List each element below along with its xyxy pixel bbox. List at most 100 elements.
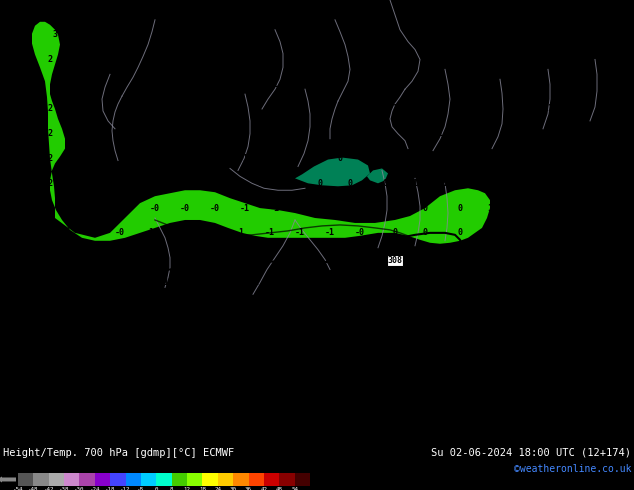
Text: 1: 1	[377, 129, 382, 138]
Text: -30: -30	[74, 487, 85, 490]
Text: 1: 1	[307, 154, 313, 163]
Text: 1: 1	[522, 80, 527, 89]
Text: -8: -8	[138, 487, 145, 490]
Text: 1: 1	[612, 154, 618, 163]
Bar	[126, 473, 141, 486]
Text: 2: 2	[53, 80, 58, 89]
Bar	[95, 473, 110, 486]
Text: -2: -2	[285, 377, 295, 386]
Text: 1: 1	[507, 179, 512, 188]
Text: -1: -1	[145, 228, 155, 237]
Text: 2: 2	[172, 104, 178, 114]
Text: 2: 2	[543, 303, 548, 312]
Text: 2: 2	[13, 327, 18, 337]
Text: 2: 2	[48, 377, 53, 386]
Text: 0: 0	[422, 228, 427, 237]
Bar	[64, 473, 79, 486]
Text: -1: -1	[105, 377, 115, 386]
Text: 2: 2	[13, 253, 18, 262]
Text: 1: 1	[552, 80, 557, 89]
Text: 0: 0	[228, 179, 233, 188]
Text: -0: -0	[380, 352, 390, 361]
Text: 0: 0	[368, 154, 373, 163]
Text: 3: 3	[552, 352, 557, 361]
Text: 2: 2	[193, 30, 198, 39]
Text: -2: -2	[285, 327, 295, 337]
Text: 1: 1	[268, 104, 273, 114]
Text: -1: -1	[325, 228, 335, 237]
Text: 1: 1	[583, 80, 588, 89]
Text: 1: 1	[427, 80, 432, 89]
Text: -1: -1	[105, 303, 115, 312]
Text: 1: 1	[167, 179, 172, 188]
Text: 0: 0	[155, 487, 158, 490]
Text: 1: 1	[347, 129, 353, 138]
Text: 2: 2	[13, 104, 18, 114]
Text: -1: -1	[225, 327, 235, 337]
Text: 2: 2	[297, 55, 302, 64]
Text: 1: 1	[493, 80, 498, 89]
Text: 4: 4	[583, 352, 588, 361]
Text: 2: 2	[593, 30, 597, 39]
Text: -2: -2	[190, 253, 200, 262]
Text: -0: -0	[355, 228, 365, 237]
Text: -1: -1	[315, 352, 325, 361]
Text: -1: -1	[195, 327, 205, 337]
Text: 2: 2	[607, 55, 612, 64]
Text: -0: -0	[70, 278, 80, 287]
Text: 2: 2	[13, 377, 18, 386]
Text: 0: 0	[413, 327, 418, 337]
Text: -2: -2	[255, 303, 265, 312]
Text: 2: 2	[578, 278, 583, 287]
Text: 1: 1	[443, 30, 448, 39]
Text: -1: -1	[345, 253, 355, 262]
Text: 8: 8	[170, 487, 174, 490]
Text: 1: 1	[273, 154, 278, 163]
Text: 1: 1	[408, 129, 413, 138]
Text: 2: 2	[247, 80, 252, 89]
Text: 1: 1	[458, 80, 462, 89]
Text: 2: 2	[48, 55, 53, 64]
Text: 0: 0	[422, 203, 427, 213]
Text: 3: 3	[607, 303, 612, 312]
Text: -1: -1	[130, 253, 140, 262]
Bar	[218, 473, 233, 486]
Text: 12: 12	[184, 487, 191, 490]
Text: -1: -1	[315, 327, 325, 337]
Text: 1: 1	[552, 154, 557, 163]
Text: -0: -0	[85, 228, 95, 237]
Text: 2: 2	[552, 228, 557, 237]
Text: 2: 2	[292, 30, 297, 39]
Text: 2: 2	[13, 80, 18, 89]
Text: 1: 1	[422, 104, 427, 114]
Bar	[172, 473, 187, 486]
Text: 1: 1	[522, 154, 527, 163]
Text: 2: 2	[212, 80, 217, 89]
Text: -0: -0	[440, 278, 450, 287]
Text: 2: 2	[583, 253, 588, 262]
Text: -1: -1	[205, 228, 215, 237]
Text: -1: -1	[270, 203, 280, 213]
Text: 0: 0	[318, 179, 323, 188]
Text: 2: 2	[562, 30, 567, 39]
Text: 2: 2	[48, 303, 53, 312]
Text: 2: 2	[517, 228, 522, 237]
Text: -24: -24	[89, 487, 100, 490]
Text: 1: 1	[533, 129, 538, 138]
Text: -12: -12	[120, 487, 131, 490]
Text: -1: -1	[195, 303, 205, 312]
Text: -1: -1	[165, 352, 175, 361]
Text: 1: 1	[472, 129, 477, 138]
Text: 1: 1	[223, 129, 228, 138]
Text: 1: 1	[133, 179, 138, 188]
Text: 2: 2	[583, 203, 588, 213]
Text: -0: -0	[105, 327, 115, 337]
Text: -1: -1	[345, 327, 355, 337]
Polygon shape	[32, 22, 490, 244]
Text: 0: 0	[458, 203, 462, 213]
Text: 1: 1	[612, 104, 618, 114]
Polygon shape	[367, 169, 388, 183]
Text: 1: 1	[242, 154, 247, 163]
Text: 2: 2	[13, 228, 18, 237]
Text: -18: -18	[105, 487, 115, 490]
